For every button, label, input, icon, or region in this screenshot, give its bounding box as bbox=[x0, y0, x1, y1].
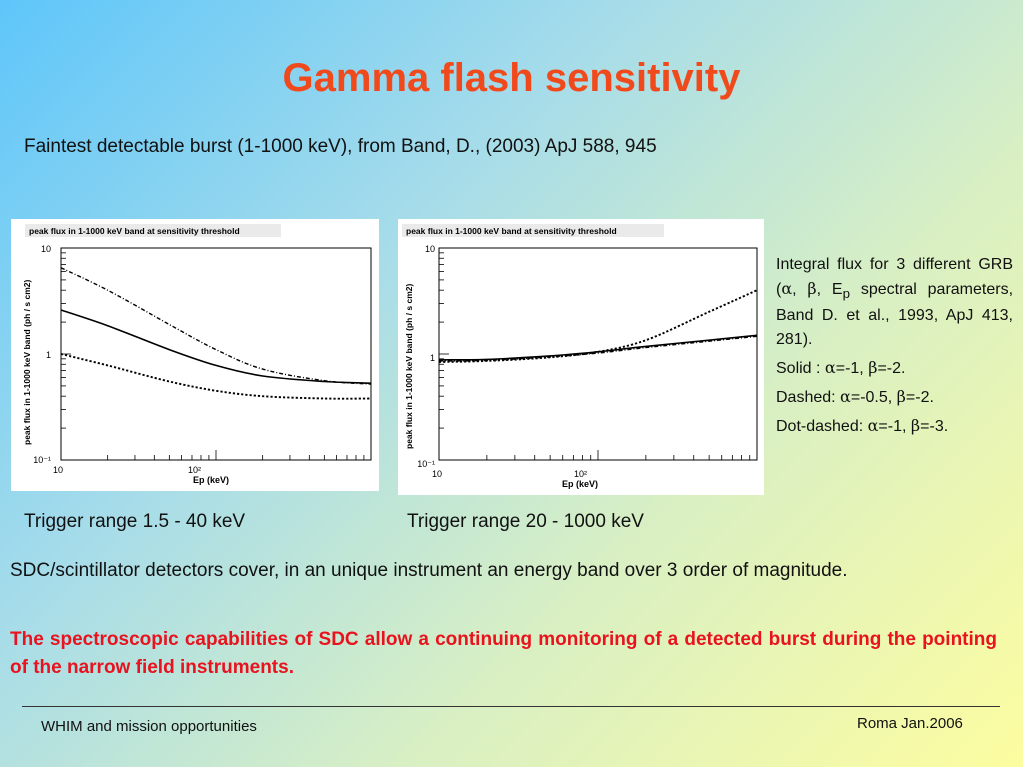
legend-intro: Integral flux for 3 different GRB (α, β,… bbox=[776, 256, 1014, 349]
plot-ticks bbox=[60, 252, 365, 461]
y-tick-label-top: 10 bbox=[425, 244, 435, 254]
y-tick-label-bottom: 10⁻¹ bbox=[417, 459, 435, 469]
x-tick-label-100: 10² bbox=[574, 469, 587, 479]
footer-left-text: WHIM and mission opportunities bbox=[41, 718, 257, 735]
series-solid-line bbox=[60, 309, 372, 384]
y-tick-label-mid: 1 bbox=[430, 353, 435, 363]
legend-dashed: Dashed: α=-0.5, β=-2. bbox=[776, 387, 934, 407]
plot-series bbox=[60, 267, 372, 400]
curve-legend-text: Integral flux for 3 different GRB (α, β,… bbox=[776, 253, 1013, 443]
series-dot-dashed-line bbox=[438, 335, 758, 362]
x-axis-label: Ep (keV) bbox=[193, 475, 229, 485]
y-tick-label-bottom: 10⁻¹ bbox=[33, 455, 51, 465]
ep-symbol: E bbox=[831, 281, 843, 298]
plot-title: peak flux in 1-1000 keV band at sensitiv… bbox=[406, 226, 617, 236]
footer-right-text: Roma Jan.2006 bbox=[857, 715, 963, 732]
footer-divider bbox=[22, 706, 1000, 707]
caption-left: Trigger range 1.5 - 40 keV bbox=[24, 511, 246, 532]
x-tick-label-10: 10 bbox=[53, 465, 63, 475]
series-solid-line bbox=[438, 334, 758, 361]
plot-title: peak flux in 1-1000 keV band at sensitiv… bbox=[29, 226, 240, 236]
body-paragraph-highlight: The spectroscopic capabilities of SDC al… bbox=[10, 629, 997, 678]
plot-title-box bbox=[402, 224, 664, 237]
plot-svg: peak flux in 1-1000 keV band at sensitiv… bbox=[402, 224, 758, 489]
alpha-symbol: α bbox=[781, 279, 793, 298]
plot-frame bbox=[438, 247, 758, 461]
x-axis-label: Ep (keV) bbox=[562, 479, 598, 489]
y-axis-label: peak flux in 1-1000 keV band (ph / s cm2… bbox=[404, 283, 414, 449]
x-tick-label-100: 10² bbox=[188, 465, 201, 475]
ep-subscript: p bbox=[842, 286, 851, 302]
sensitivity-plot-high-trigger: peak flux in 1-1000 keV band at sensitiv… bbox=[398, 219, 764, 495]
y-tick-label-top: 10 bbox=[41, 244, 51, 254]
x-tick-label-10: 10 bbox=[432, 469, 442, 479]
series-dot-dashed-line bbox=[60, 267, 372, 385]
plot-svg: peak flux in 1-1000 keV band at sensitiv… bbox=[22, 224, 372, 485]
series-dashed-line bbox=[60, 353, 372, 400]
beta-symbol: β bbox=[807, 279, 817, 298]
plot-ticks bbox=[438, 252, 751, 461]
body-paragraph-range: SDC/scintillator detectors cover, in an … bbox=[10, 560, 848, 581]
sensitivity-plot-low-trigger: peak flux in 1-1000 keV band at sensitiv… bbox=[11, 219, 379, 491]
plot-series bbox=[438, 289, 758, 363]
slide-title: Gamma flash sensitivity bbox=[282, 56, 741, 100]
caption-right: Trigger range 20 - 1000 keV bbox=[407, 511, 644, 532]
y-tick-label-mid: 1 bbox=[46, 350, 51, 360]
slide-subtitle: Faintest detectable burst (1-1000 keV), … bbox=[24, 136, 657, 157]
plot-frame bbox=[60, 247, 372, 461]
y-axis-label: peak flux in 1-1000 keV band (ph / s cm2… bbox=[22, 279, 32, 445]
plot-title-box bbox=[25, 224, 281, 237]
legend-solid: Solid : α=-1, β=-2. bbox=[776, 358, 906, 378]
legend-dot-dashed: Dot-dashed: α=-1, β=-3. bbox=[776, 416, 949, 436]
